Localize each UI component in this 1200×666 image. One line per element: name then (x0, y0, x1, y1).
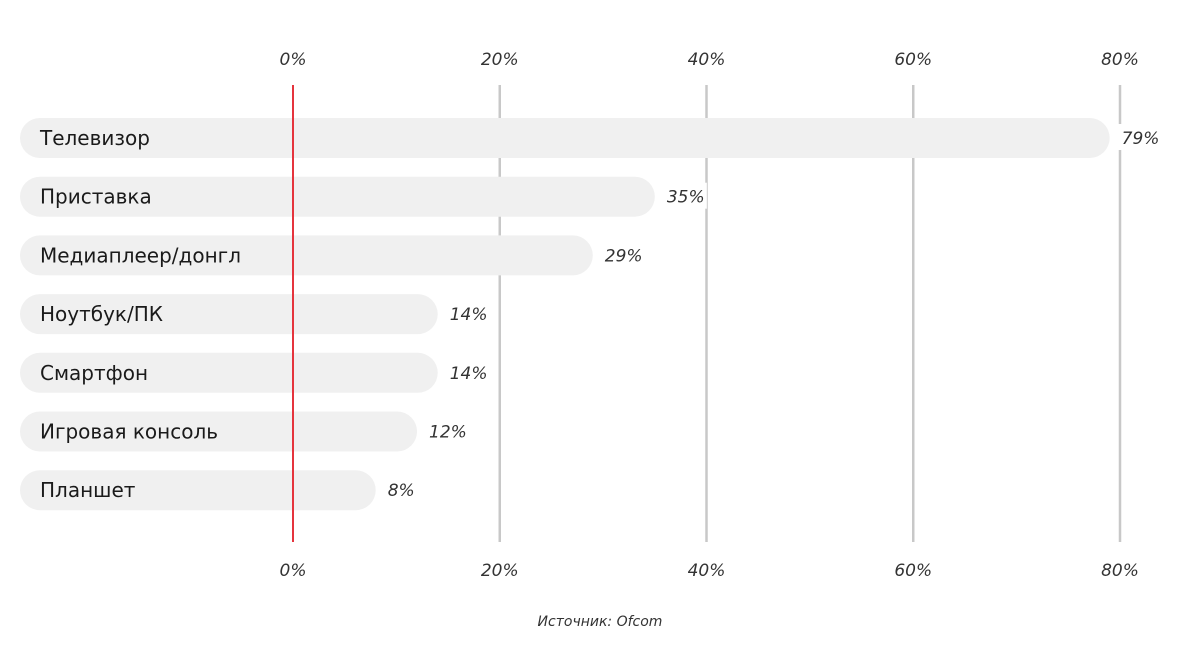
value-label-bg (383, 476, 428, 503)
tick-label-bottom: 20% (481, 561, 519, 581)
tick-label-bottom: 40% (688, 561, 726, 581)
tick-label-bottom: 60% (894, 561, 932, 581)
category-label: Телевизор (39, 126, 150, 150)
value-label-bg (445, 358, 490, 385)
value-label-bg (425, 417, 470, 444)
tick-label-top: 20% (481, 50, 519, 70)
value-label: 8% (388, 481, 415, 501)
value-label: 79% (1122, 129, 1160, 149)
tick-label-top: 40% (688, 50, 726, 70)
tick-label-bottom: 80% (1101, 561, 1139, 581)
bar-5 (20, 352, 438, 393)
bar-2 (20, 176, 655, 217)
category-label: Приставка (40, 185, 152, 209)
value-label: 29% (605, 246, 643, 266)
category-label: Ноутбук/ПК (40, 302, 163, 326)
bar-6 (20, 411, 418, 452)
category-label: Смартфон (40, 361, 148, 385)
bar-7 (20, 470, 376, 511)
bar-1 (20, 118, 1110, 158)
value-label: 12% (429, 423, 467, 443)
value-label-bg (1117, 124, 1162, 150)
category-label: Медиаплеер/донгл (40, 243, 241, 267)
tick-label-top: 80% (1101, 50, 1139, 70)
tick-label-bottom: 0% (280, 561, 307, 581)
value-label: 35% (667, 188, 705, 208)
value-label-bg (600, 241, 645, 268)
category-label: Игровая консоль (40, 420, 218, 444)
bar-3 (20, 235, 593, 276)
value-label-bg (445, 300, 490, 327)
value-label-bg (662, 182, 707, 209)
value-label: 14% (450, 305, 488, 325)
value-label: 14% (450, 364, 488, 384)
tick-label-top: 60% (894, 50, 932, 70)
tick-label-top: 0% (280, 50, 307, 70)
source-note: Источник: Ofcom (537, 614, 663, 630)
category-label: Планшет (40, 478, 136, 502)
bar-4 (20, 294, 438, 335)
